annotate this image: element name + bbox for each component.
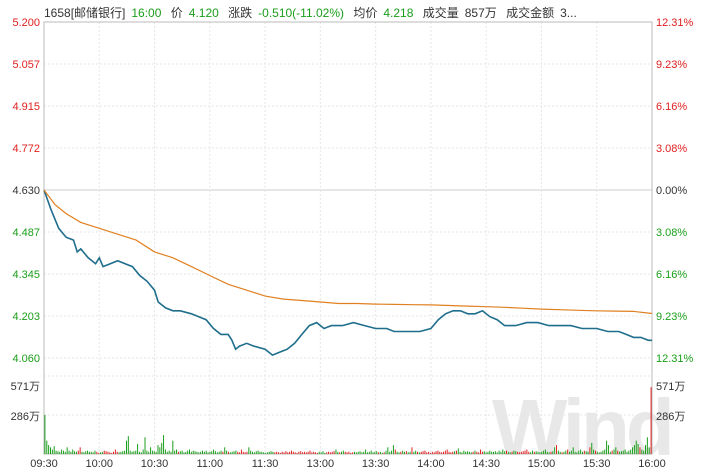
pct-tick-label: 9.23% <box>656 59 687 71</box>
pct-tick-label: 6.16% <box>656 101 687 113</box>
price-tick-label: 4.630 <box>12 185 40 197</box>
time-tick-label: 13:30 <box>362 458 390 470</box>
avg-price-line <box>43 189 653 315</box>
time-tick-label: 13:00 <box>307 458 335 470</box>
price-tick-label: 5.200 <box>12 17 40 29</box>
pct-tick-label: 9.23% <box>656 311 687 323</box>
time-tick-label: 14:30 <box>472 458 500 470</box>
avg-price-label: 均价 <box>353 6 378 20</box>
quote-time: 16:00 <box>131 6 162 20</box>
time-tick-label: 11:00 <box>196 458 223 470</box>
time-tick-label: 10:00 <box>86 458 114 470</box>
chart-frame <box>43 21 653 455</box>
volume-tick-label: 286万 <box>11 411 40 423</box>
price-tick-label: 4.772 <box>12 143 40 155</box>
avg-price-value: 4.218 <box>383 6 414 20</box>
pct-tick-label: 3.08% <box>656 143 687 155</box>
volume-tick-label: 571万 <box>11 381 40 393</box>
volume-label: 成交量 <box>422 6 459 20</box>
pct-tick-label: 6.16% <box>656 269 687 281</box>
time-tick-label: 15:00 <box>528 458 556 470</box>
volume-right-tick-label: 571万 <box>656 381 685 393</box>
price-value: 4.120 <box>188 6 219 20</box>
price-tick-label: 4.060 <box>12 353 40 365</box>
price-tick-label: 4.915 <box>12 101 40 113</box>
price-tick-label: 4.487 <box>12 227 40 239</box>
stock-code-name[interactable]: 1658[邮储银行] <box>44 6 126 20</box>
amount-value: 3... <box>560 6 577 20</box>
amount-label: 成交金额 <box>506 6 555 20</box>
time-tick-label: 10:30 <box>141 458 169 470</box>
pct-tick-label: 12.31% <box>656 17 694 29</box>
price-tick-label: 5.057 <box>12 59 40 71</box>
time-tick-label: 09:30 <box>30 458 58 470</box>
price-tick-label: 4.203 <box>12 311 40 323</box>
change-label: 涨跌 <box>228 6 253 20</box>
price-line <box>43 189 652 357</box>
pct-tick-label: 3.08% <box>656 227 687 239</box>
price-label: 价 <box>170 6 183 20</box>
change-value: -0.510(-11.02%) <box>258 6 344 20</box>
wind-watermark: Wind <box>492 383 671 472</box>
time-tick-label: 11:30 <box>252 458 279 470</box>
time-tick-label: 16:00 <box>638 458 666 470</box>
time-tick-label: 14:00 <box>417 458 445 470</box>
time-tick-label: 15:30 <box>583 458 611 470</box>
volume-right-tick-label: 286万 <box>656 411 685 423</box>
volume-value: 857万 <box>464 6 497 20</box>
pct-tick-label: 0.00% <box>656 185 687 197</box>
price-tick-label: 4.345 <box>12 269 40 281</box>
quote-header: 1658[邮储银行] 16:00 价 4.120 涨跌 -0.510(-11.02%)… <box>44 4 583 21</box>
pct-tick-label: 12.31% <box>656 353 694 365</box>
